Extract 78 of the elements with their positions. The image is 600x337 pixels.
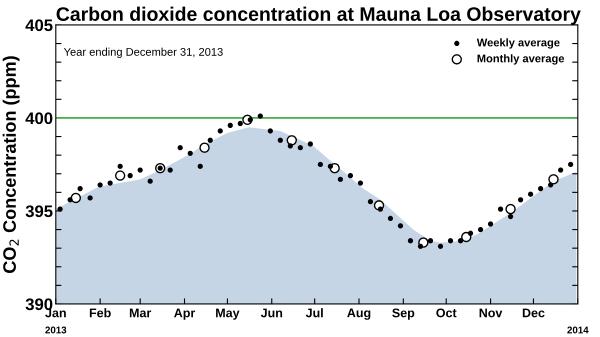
point	[378, 206, 384, 212]
point	[348, 173, 354, 178]
x-tick-label: May	[216, 308, 240, 320]
y-tick-label: 395	[26, 205, 53, 218]
point	[78, 186, 83, 192]
point	[298, 145, 303, 150]
point	[468, 230, 474, 236]
x-tick-label: Mar	[130, 308, 152, 318]
point	[448, 238, 454, 244]
y-tick-label: 390	[26, 298, 52, 310]
point	[328, 164, 333, 169]
point	[286, 135, 297, 146]
x2-tick-label: 2013	[45, 326, 66, 334]
point	[388, 216, 394, 221]
y-tick-label: 405	[25, 19, 53, 32]
x-tick-label: Jun	[260, 308, 282, 318]
point	[548, 174, 559, 185]
point	[238, 120, 243, 126]
x-tick-label: Apr	[174, 308, 196, 320]
point	[478, 226, 484, 232]
point	[228, 122, 233, 128]
point	[538, 186, 544, 192]
point	[218, 128, 223, 134]
point	[488, 221, 494, 227]
point	[278, 138, 283, 143]
point	[288, 143, 293, 148]
y-axis-title: CO$_{2}$ Concentration (ppm)	[2, 56, 20, 273]
point	[418, 244, 424, 249]
point	[528, 192, 534, 197]
point	[108, 180, 113, 186]
y-tick-label: 400	[25, 112, 52, 124]
point	[568, 162, 574, 168]
point	[188, 150, 193, 156]
point	[398, 223, 404, 228]
point	[338, 176, 343, 182]
point	[268, 128, 273, 134]
point	[408, 238, 414, 244]
point	[518, 197, 524, 202]
annotation: Year ending December 31, 2013	[64, 48, 223, 58]
legend-label: Monthly average	[478, 54, 564, 65]
point	[98, 182, 103, 188]
point	[114, 170, 126, 181]
point	[505, 204, 516, 214]
point	[57, 206, 63, 212]
x-tick-label: Feb	[90, 308, 111, 318]
point	[548, 182, 554, 188]
point	[70, 192, 82, 204]
x-tick-label: Oct	[436, 308, 456, 318]
point	[458, 238, 464, 244]
point	[128, 173, 133, 178]
x-tick-label: Nov	[480, 308, 502, 318]
x-tick-label: Dec	[522, 308, 545, 318]
point	[358, 180, 364, 186]
x-tick-label: Jul	[306, 308, 323, 318]
point	[138, 167, 143, 173]
point	[168, 167, 173, 173]
x-tick-label: Sep	[392, 308, 414, 320]
point	[318, 162, 323, 168]
point	[308, 141, 313, 147]
point	[68, 197, 73, 202]
x-tick-label: Aug	[347, 308, 370, 320]
point	[88, 195, 93, 201]
point	[118, 164, 123, 169]
point	[178, 145, 183, 150]
point	[558, 167, 564, 173]
legend-label: Weekly average	[476, 38, 560, 49]
point	[258, 113, 263, 119]
point	[498, 206, 504, 212]
point	[198, 164, 203, 169]
point	[508, 214, 514, 220]
point	[199, 142, 210, 153]
point	[368, 199, 374, 204]
chart-title: Carbon dioxide concentration at Mauna Loa Observatory	[56, 6, 581, 25]
point	[428, 238, 434, 244]
point	[148, 178, 153, 184]
point	[438, 244, 444, 249]
point	[208, 138, 213, 143]
x2-tick-label: 2014	[567, 326, 589, 334]
